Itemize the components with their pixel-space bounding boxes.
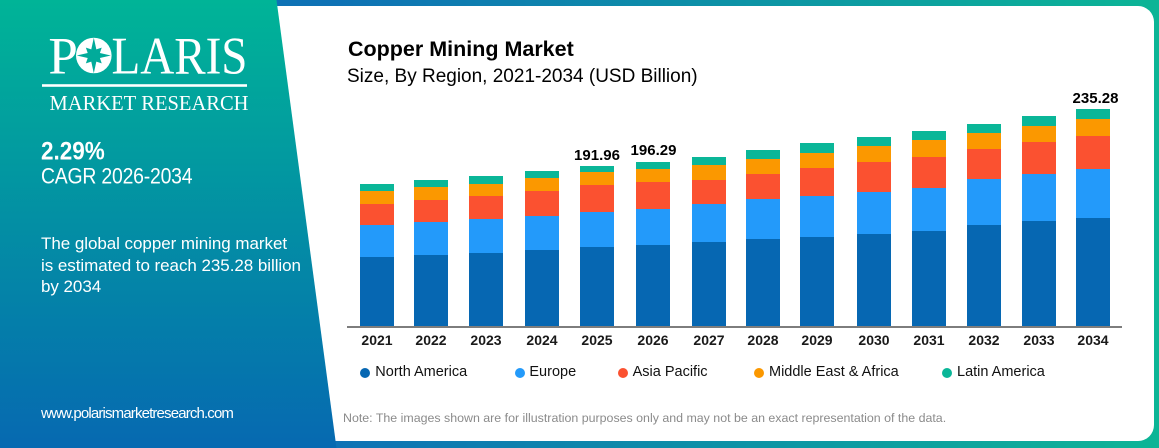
svg-text:LARIS: LARIS	[112, 28, 248, 86]
svg-text:MARKET RESEARCH: MARKET RESEARCH	[50, 91, 249, 115]
svg-text:P: P	[48, 28, 77, 86]
